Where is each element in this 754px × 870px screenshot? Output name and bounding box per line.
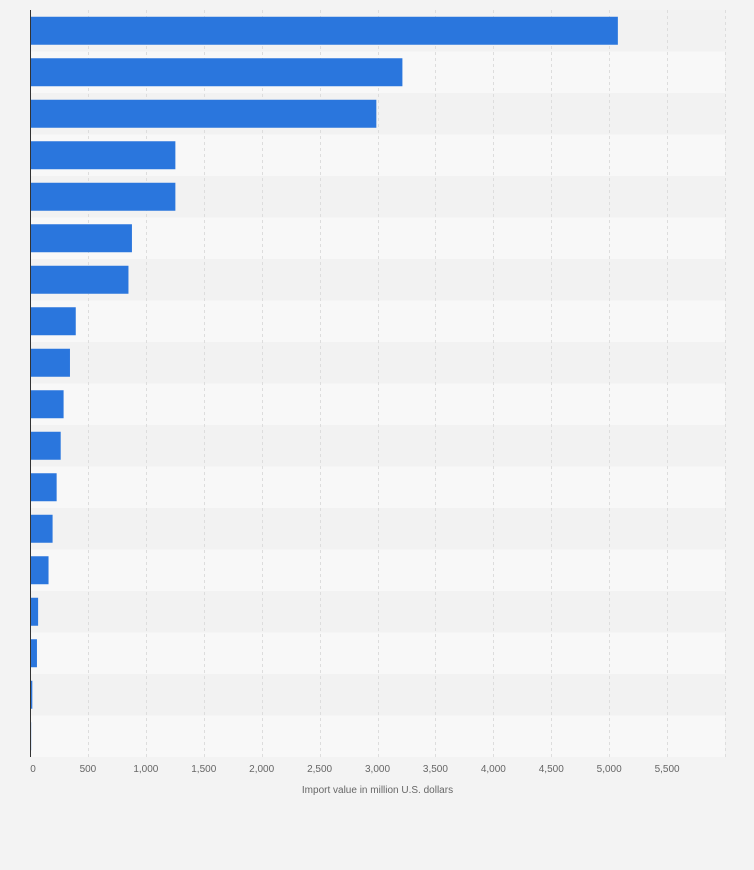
bar[interactable] <box>30 58 403 87</box>
x-tick-label: 5,000 <box>597 764 622 775</box>
bar[interactable] <box>30 265 129 294</box>
gridlines <box>88 10 726 757</box>
bar[interactable] <box>30 141 176 170</box>
x-tick-label: 3,500 <box>423 764 448 775</box>
x-tick-label: 1,000 <box>133 764 158 775</box>
bar[interactable] <box>30 556 49 585</box>
bar[interactable] <box>30 307 76 336</box>
plot-band <box>30 549 725 591</box>
x-tick-label: 0 <box>30 764 36 775</box>
bar[interactable] <box>30 224 132 253</box>
bar[interactable] <box>30 639 37 668</box>
bar[interactable] <box>30 390 64 419</box>
plot-band <box>30 342 725 384</box>
x-tick-label: 2,000 <box>249 764 274 775</box>
x-tick-label: 500 <box>80 764 97 775</box>
x-axis-title: Import value in million U.S. dollars <box>302 785 453 796</box>
plot-band <box>30 674 725 716</box>
plot-band <box>30 300 725 342</box>
plot-band <box>30 425 725 467</box>
x-tick-label: 3,000 <box>365 764 390 775</box>
bars <box>30 16 618 751</box>
x-tick-label: 4,000 <box>481 764 506 775</box>
x-tick-label: 2,500 <box>307 764 332 775</box>
bar[interactable] <box>30 99 377 128</box>
x-tick-label: 4,500 <box>539 764 564 775</box>
plot-band <box>30 632 725 674</box>
plot-band <box>30 591 725 633</box>
bar[interactable] <box>30 597 39 626</box>
bar[interactable] <box>30 182 176 211</box>
bar[interactable] <box>30 514 53 543</box>
bar[interactable] <box>30 348 70 377</box>
x-axis-ticks: 0 500 1,000 1,500 2,000 2,500 3,000 3,500 4,000 4… <box>30 764 680 775</box>
x-tick-label: 1,500 <box>191 764 216 775</box>
plot-band <box>30 466 725 508</box>
plot-band <box>30 217 725 259</box>
bar[interactable] <box>30 16 618 45</box>
bar[interactable] <box>30 431 61 460</box>
plot-band <box>30 259 725 301</box>
plot-band <box>30 508 725 550</box>
plot-band <box>30 715 725 757</box>
x-tick-label: 5,500 <box>655 764 680 775</box>
bar[interactable] <box>30 680 33 709</box>
plot-band <box>30 383 725 425</box>
bar[interactable] <box>30 473 57 502</box>
